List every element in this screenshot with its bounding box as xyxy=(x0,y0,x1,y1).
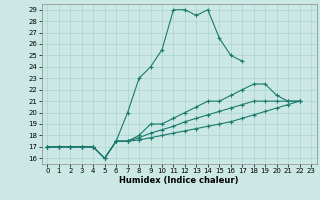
X-axis label: Humidex (Indice chaleur): Humidex (Indice chaleur) xyxy=(119,176,239,185)
